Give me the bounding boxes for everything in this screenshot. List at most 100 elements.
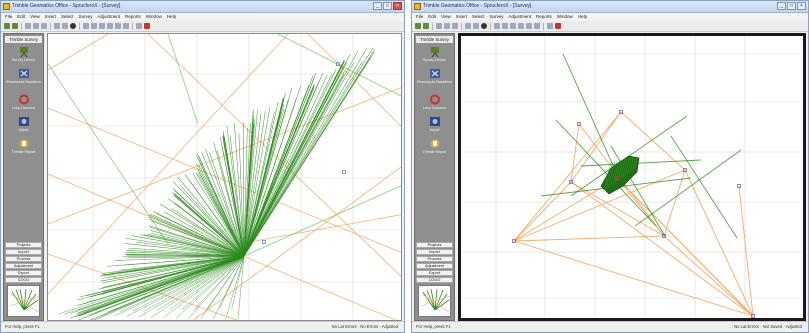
station-marker[interactable] — [262, 240, 266, 244]
tool-icon[interactable] — [415, 23, 421, 29]
category-adjustment[interactable]: Adjustment — [416, 263, 453, 269]
zoom-out-icon[interactable] — [99, 23, 105, 29]
loop-closures-tool[interactable]: Loop Closures — [4, 94, 43, 110]
zoom-extents-icon[interactable] — [115, 23, 121, 29]
station-marker[interactable] — [336, 62, 340, 66]
station-marker[interactable] — [737, 184, 741, 188]
category-projects[interactable]: Projects — [416, 242, 453, 248]
baseline-line — [126, 238, 245, 257]
close-button[interactable]: × — [797, 2, 806, 10]
category-cogo[interactable]: COGO — [5, 277, 42, 283]
menu-window[interactable]: Window — [556, 14, 573, 19]
menu-adjustment[interactable]: Adjustment — [508, 14, 532, 19]
menu-adjustment[interactable]: Adjustment — [97, 14, 121, 19]
record-icon[interactable] — [481, 23, 487, 29]
menu-insert[interactable]: Insert — [44, 14, 56, 19]
undo-icon[interactable] — [465, 23, 471, 29]
category-cogo[interactable]: COGO — [416, 277, 453, 283]
zoom-in-icon[interactable] — [502, 23, 508, 29]
tool-icon[interactable] — [4, 23, 10, 29]
category-import[interactable]: Import — [416, 249, 453, 255]
menu-help[interactable]: Help — [577, 14, 588, 19]
zoom-window-icon[interactable] — [107, 23, 113, 29]
tool-icon[interactable] — [423, 23, 429, 29]
tool-icon[interactable] — [12, 23, 18, 29]
redo-icon[interactable] — [473, 23, 479, 29]
zoom-in-icon[interactable] — [91, 23, 97, 29]
station-marker[interactable] — [342, 170, 346, 174]
menu-edit[interactable]: Edit — [428, 14, 437, 19]
filter-icon[interactable] — [136, 23, 142, 29]
redo-icon[interactable] — [62, 23, 68, 29]
flag-icon[interactable] — [555, 23, 561, 29]
menu-survey[interactable]: Survey — [489, 14, 504, 19]
category-adjustment[interactable]: Adjustment — [5, 263, 42, 269]
category-export[interactable]: Export — [416, 270, 453, 276]
filter-icon[interactable] — [547, 23, 553, 29]
baseline-lines — [540, 53, 742, 239]
report-tool[interactable]: Trimble Report — [4, 138, 43, 154]
pan-icon[interactable] — [123, 23, 129, 29]
menu-reports[interactable]: Reports — [125, 14, 141, 19]
survey-device-tool[interactable]: Survey Device — [415, 46, 454, 62]
category-process[interactable]: Process — [5, 256, 42, 262]
save-icon[interactable] — [452, 23, 458, 29]
category-projects[interactable]: Projects — [5, 242, 42, 248]
adjust-tool[interactable]: Adjust — [4, 116, 43, 132]
undo-icon[interactable] — [54, 23, 60, 29]
menu-insert[interactable]: Insert — [455, 14, 467, 19]
overview-thumbnail[interactable] — [7, 285, 40, 317]
menu-view[interactable]: View — [441, 14, 451, 19]
maximize-button[interactable]: □ — [787, 2, 796, 10]
report-tool[interactable]: Trimble Report — [415, 138, 454, 154]
menu-help[interactable]: Help — [166, 14, 177, 19]
survey-device-tool[interactable]: Survey Device — [4, 46, 43, 62]
menu-select[interactable]: Select — [60, 14, 74, 19]
network-map[interactable] — [461, 36, 805, 320]
select-icon[interactable] — [494, 23, 500, 29]
new-icon[interactable] — [436, 23, 442, 29]
new-icon[interactable] — [25, 23, 31, 29]
overview-thumbnail[interactable] — [418, 285, 451, 317]
loop-closures-tool[interactable]: Loop Closures — [415, 94, 454, 110]
recompute-tool[interactable]: Recompute Baselines — [415, 68, 454, 84]
zoom-extents-icon[interactable] — [526, 23, 532, 29]
baseline-map[interactable] — [48, 34, 402, 321]
zoom-out-icon[interactable] — [510, 23, 516, 29]
select-icon[interactable] — [83, 23, 89, 29]
station-marker[interactable] — [615, 176, 619, 180]
station-marker[interactable] — [569, 180, 573, 184]
category-import[interactable]: Import — [5, 249, 42, 255]
save-icon[interactable] — [41, 23, 47, 29]
close-button[interactable]: × — [393, 2, 402, 10]
open-icon[interactable] — [444, 23, 450, 29]
category-process[interactable]: Process — [416, 256, 453, 262]
maximize-button[interactable]: □ — [383, 2, 392, 10]
menu-file[interactable]: File — [416, 14, 424, 19]
pan-icon[interactable] — [534, 23, 540, 29]
survey-map-view[interactable] — [458, 33, 806, 321]
station-marker[interactable] — [683, 168, 687, 172]
zoom-window-icon[interactable] — [518, 23, 524, 29]
menu-file[interactable]: File — [5, 14, 13, 19]
menu-view[interactable]: View — [30, 14, 40, 19]
menu-reports[interactable]: Reports — [536, 14, 552, 19]
adjust-tool[interactable]: Adjust — [415, 116, 454, 132]
record-icon[interactable] — [70, 23, 76, 29]
menu-survey[interactable]: Survey — [78, 14, 93, 19]
menu-select[interactable]: Select — [471, 14, 485, 19]
station-marker[interactable] — [751, 314, 755, 318]
recompute-tool[interactable]: Recompute Baselines — [4, 68, 43, 84]
category-export[interactable]: Export — [5, 270, 42, 276]
open-icon[interactable] — [33, 23, 39, 29]
menu-edit[interactable]: Edit — [17, 14, 26, 19]
station-marker[interactable] — [619, 110, 623, 114]
station-marker[interactable] — [662, 234, 666, 238]
station-marker[interactable] — [512, 239, 516, 243]
flag-icon[interactable] — [144, 23, 150, 29]
survey-map-view[interactable] — [47, 33, 402, 321]
menu-window[interactable]: Window — [145, 14, 162, 19]
minimize-button[interactable]: _ — [777, 2, 786, 10]
station-marker[interactable] — [577, 122, 581, 126]
minimize-button[interactable]: _ — [373, 2, 382, 10]
